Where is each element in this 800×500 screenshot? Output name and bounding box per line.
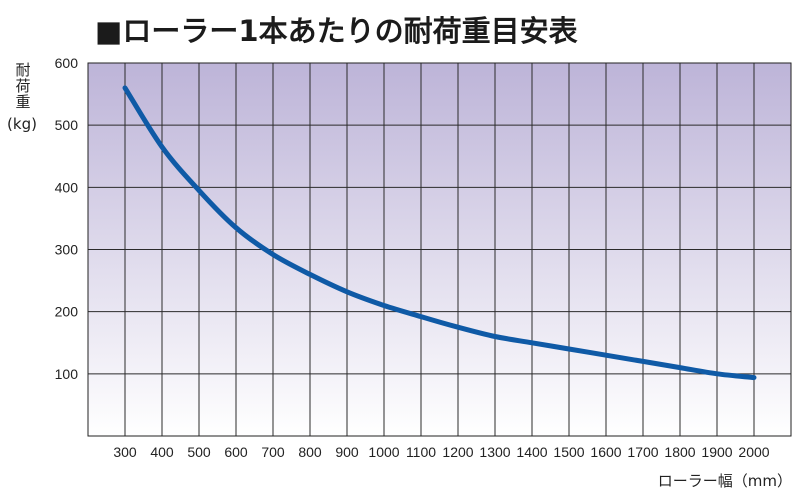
y-tick-label: 600 <box>55 55 79 71</box>
x-tick-label: 2000 <box>738 444 769 460</box>
x-tick-label: 300 <box>113 444 137 460</box>
x-tick-label: 1600 <box>590 444 621 460</box>
x-tick-label: 1800 <box>664 444 695 460</box>
x-tick-label: 1000 <box>368 444 399 460</box>
x-tick-label: 800 <box>298 444 322 460</box>
x-tick-label: 1900 <box>701 444 732 460</box>
series-group <box>122 85 757 381</box>
y-tick-label: 200 <box>55 304 79 320</box>
y-tick-label: 300 <box>55 242 79 258</box>
x-tick-label: 600 <box>224 444 248 460</box>
y-axis-ticks: 100 200 300 400 500 600 <box>55 55 79 382</box>
grid-lines <box>88 62 791 436</box>
y-axis-label-unit: (kg) <box>7 115 37 133</box>
x-tick-label: 1200 <box>442 444 473 460</box>
x-tick-label: 1100 <box>406 444 436 460</box>
x-tick-label: 900 <box>335 444 359 460</box>
y-tick-label: 100 <box>55 366 79 382</box>
series-line <box>122 85 757 381</box>
x-axis-label: ローラー幅（mm） <box>657 472 792 490</box>
x-tick-label: 1300 <box>479 444 510 460</box>
y-tick-label: 500 <box>55 117 79 133</box>
x-tick-label: 1500 <box>553 444 584 460</box>
plot-frame <box>87 62 792 437</box>
x-tick-label: 1700 <box>627 444 658 460</box>
x-axis-ticks: 300 400 500 600 700 800 900 1000 1100 1200 1300 140… <box>113 444 769 460</box>
x-tick-label: 700 <box>261 444 285 460</box>
y-axis-label-name: 耐荷重 <box>13 62 32 110</box>
y-axis-label: 耐荷重 (kg) <box>4 62 40 134</box>
x-tick-label: 1400 <box>516 444 547 460</box>
x-tick-label: 400 <box>150 444 174 460</box>
x-tick-label: 500 <box>187 444 211 460</box>
chart-title: ■ローラー1本あたりの耐荷重目安表 <box>95 14 578 48</box>
y-tick-label: 400 <box>55 179 79 195</box>
